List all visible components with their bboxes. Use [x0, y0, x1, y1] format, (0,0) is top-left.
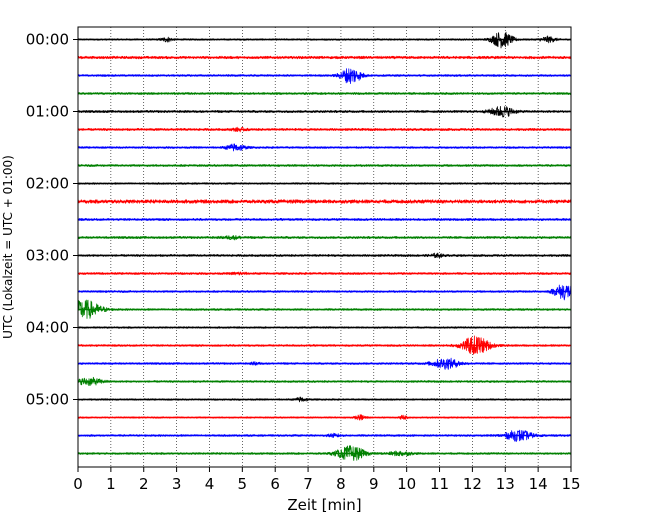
x-tick-label: 4: [205, 475, 215, 493]
y-tick-label: 02:00: [26, 175, 69, 193]
trace-group: [77, 31, 572, 461]
x-tick-label: 12: [463, 475, 482, 493]
x-tick-label: 14: [529, 475, 548, 493]
y-tick-label: 03:00: [26, 247, 69, 265]
plot-frame: [77, 26, 572, 468]
trace-0330: [77, 284, 572, 301]
x-axis-label: Zeit [min]: [287, 496, 361, 514]
y-tick-label: 05:00: [26, 391, 69, 409]
x-axis: 0 1 2 3 4 5 6 7 8 9 10 11 12 13 14 15: [73, 467, 581, 493]
x-tick-label: 15: [561, 475, 580, 493]
y-axis: 00:00 01:00 02:00 03:00 04:00 05:00: [26, 31, 78, 409]
y-tick-label: 04:00: [26, 319, 69, 337]
x-tick-label: 3: [172, 475, 182, 493]
y-tick-label: 01:00: [26, 103, 69, 121]
x-tick-label: 6: [270, 475, 280, 493]
y-axis-label: UTC (Lokalzeit = UTC + 01:00): [1, 155, 15, 339]
x-tick-label: 9: [369, 475, 379, 493]
y-tick-label: 00:00: [26, 31, 69, 49]
x-tick-label: 7: [303, 475, 313, 493]
x-grid: [110, 27, 539, 467]
x-tick-label: 2: [139, 475, 149, 493]
x-tick-label: 0: [73, 475, 83, 493]
x-tick-label: 8: [336, 475, 346, 493]
x-tick-label: 10: [397, 475, 416, 493]
x-tick-label: 11: [430, 475, 449, 493]
x-tick-label: 1: [106, 475, 116, 493]
x-tick-label: 5: [238, 475, 248, 493]
x-tick-label: 13: [496, 475, 515, 493]
